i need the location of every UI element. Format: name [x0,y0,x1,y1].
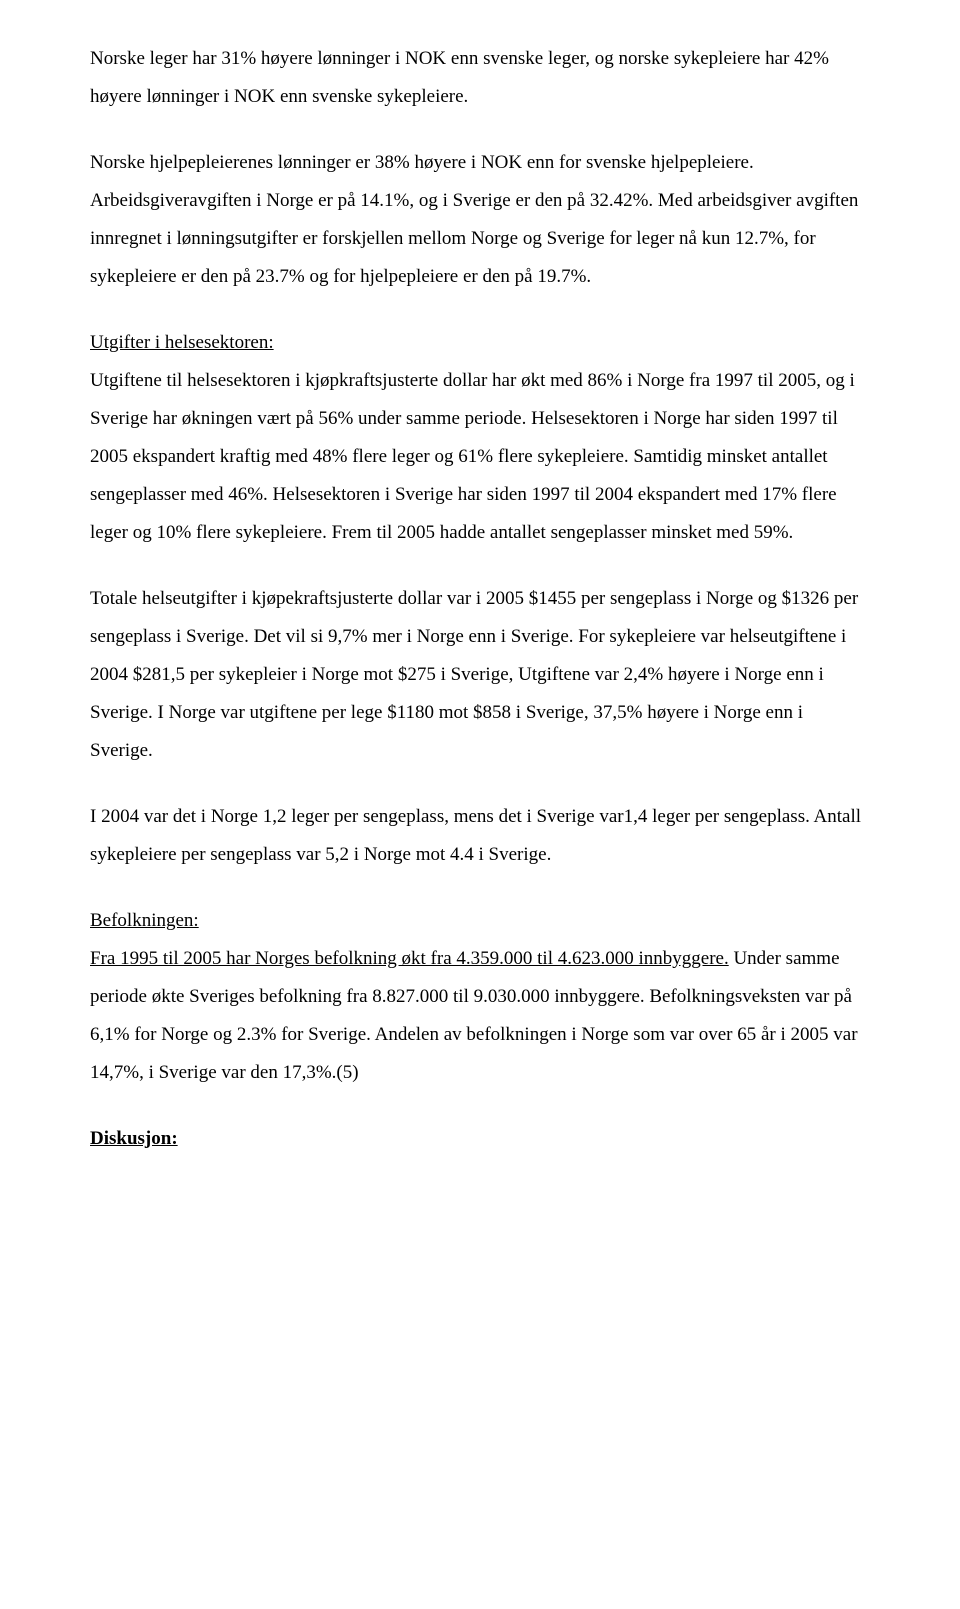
paragraph-total-expenses: Totale helseutgifter i kjøpekraftsjuster… [90,580,870,770]
paragraph-intro-2: Norske hjelpepleierenes lønninger er 38%… [90,144,870,296]
heading-discussion: Diskusjon: [90,1128,178,1149]
document-page: Norske leger har 31% høyere lønninger i … [0,0,960,1218]
paragraph-intro-1: Norske leger har 31% høyere lønninger i … [90,40,870,116]
heading-population: Befolkningen: [90,910,199,931]
paragraph-discussion: Diskusjon: [90,1120,870,1158]
heading-health-expenses: Utgifter i helsesektoren: [90,332,274,353]
paragraph-population: Befolkningen: Fra 1995 til 2005 har Norg… [90,902,870,1092]
paragraph-ratios: I 2004 var det i Norge 1,2 leger per sen… [90,798,870,874]
paragraph-health-expenses: Utgifter i helsesektoren: Utgiftene til … [90,324,870,552]
text-population-underlined: Fra 1995 til 2005 har Norges befolkning … [90,948,729,969]
text-health-expenses: Utgiftene til helsesektoren i kjøpkrafts… [90,370,855,543]
